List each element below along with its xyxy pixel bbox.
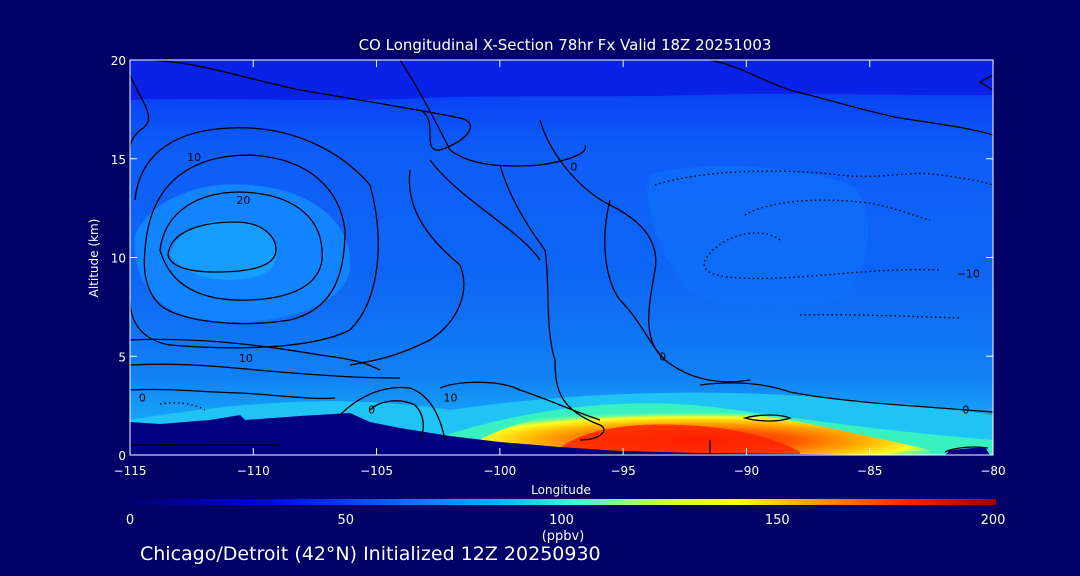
x-axis-label: Longitude <box>531 483 591 497</box>
x-tick-label: −110 <box>237 464 270 478</box>
y-tick-label: 20 <box>111 54 126 68</box>
negative-contours <box>159 170 993 411</box>
colorbar-tick-label: 0 <box>126 513 134 528</box>
y-axis: 0 5 10 15 20 <box>111 54 993 463</box>
co-concentration-field <box>130 60 993 455</box>
y-tick-label: 0 <box>118 449 126 463</box>
contour-value-label: 0 <box>962 404 969 417</box>
high-co-core-west <box>170 220 277 280</box>
contour-value-label: −10 <box>957 267 980 280</box>
x-tick-label: −90 <box>734 464 759 478</box>
y-tick-label: 10 <box>111 252 126 266</box>
x-tick-label: −105 <box>360 464 393 478</box>
x-tick-label: −80 <box>980 464 1005 478</box>
surface-plume-core <box>560 424 800 455</box>
contour-label-group: 10 20 0 −10 10 0 0 10 0 0 <box>139 151 980 417</box>
colorbar-tick-label: 100 <box>549 513 574 528</box>
y-axis-label: Altitude (km) <box>87 219 101 298</box>
footer-caption: Chicago/Detroit (42°N) Initialized 12Z 2… <box>140 543 601 565</box>
x-tick-label: −100 <box>483 464 516 478</box>
contour-lines <box>130 60 993 455</box>
colorbar-tick-label: 150 <box>765 513 790 528</box>
x-axis: −115 −110 −105 −100 −95 −90 −85 −80 <box>114 60 1006 478</box>
upper-dark-band <box>130 60 993 100</box>
terrain <box>130 413 993 455</box>
contour-value-label: 0 <box>368 404 375 417</box>
terrain-east-bump <box>945 447 990 455</box>
contour-value-label: 0 <box>570 161 577 174</box>
contour-value-label: 10 <box>239 352 253 365</box>
contour-value-label: 0 <box>659 350 666 363</box>
x-tick-label: −115 <box>114 464 147 478</box>
colorbar-tick-group: 0 50 100 150 200 <box>126 513 1006 528</box>
colorbar-tick-label: 50 <box>337 513 354 528</box>
low-co-region-east <box>647 166 869 311</box>
colorbar-tick-label: 200 <box>981 513 1006 528</box>
colorbar <box>130 499 996 505</box>
contour-value-label: 10 <box>444 392 458 405</box>
x-tick-label: −95 <box>610 464 635 478</box>
y-tick-label: 5 <box>118 350 126 364</box>
x-tick-label: −85 <box>857 464 882 478</box>
y-tick-label: 15 <box>111 153 126 167</box>
chart-title: CO Longitudinal X-Section 78hr Fx Valid … <box>359 36 772 54</box>
colorbar-unit-label: (ppbv) <box>542 529 585 544</box>
contour-value-label: 0 <box>139 392 146 405</box>
contour-value-label: 20 <box>236 194 250 207</box>
contour-value-label: 10 <box>187 151 201 164</box>
